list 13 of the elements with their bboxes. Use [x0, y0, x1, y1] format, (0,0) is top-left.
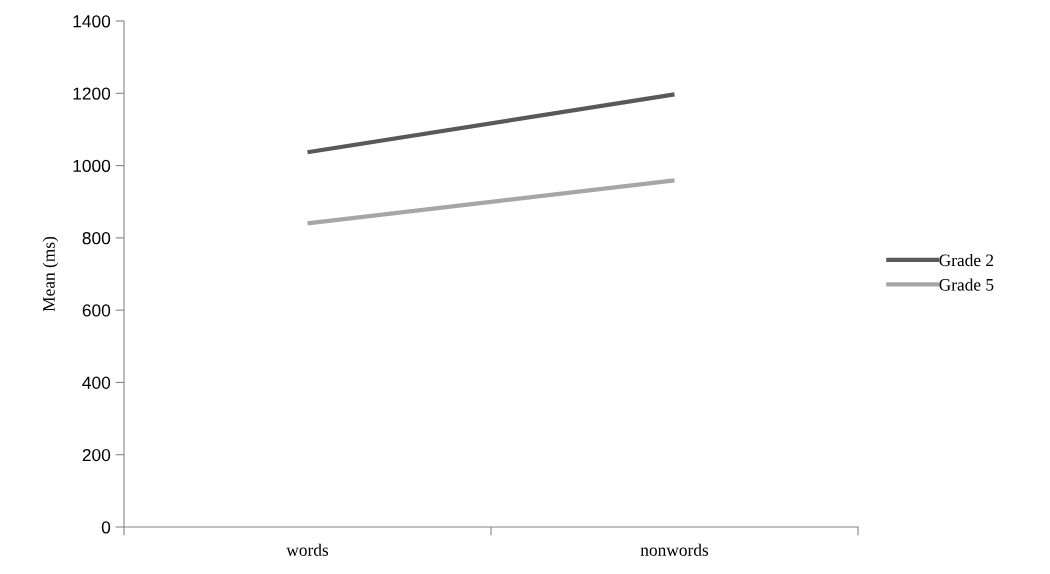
y-tick-label: 200: [82, 448, 111, 462]
y-tick-label: 400: [82, 376, 111, 389]
y-tick-label: 1400: [73, 15, 111, 28]
x-tick-label: nonwords: [640, 543, 709, 556]
y-tick-label: 0: [101, 521, 111, 534]
y-tick-label: 800: [82, 232, 111, 245]
x-tick-label: words: [286, 543, 329, 556]
legend-label: Grade 5: [939, 278, 994, 291]
y-tick-label: 1200: [73, 87, 111, 100]
y-axis-title: Mean (ms): [42, 236, 59, 312]
legend-label: Grade 2: [939, 253, 994, 267]
y-tick-label: 1000: [73, 159, 111, 173]
y-tick-label: 600: [82, 304, 111, 317]
